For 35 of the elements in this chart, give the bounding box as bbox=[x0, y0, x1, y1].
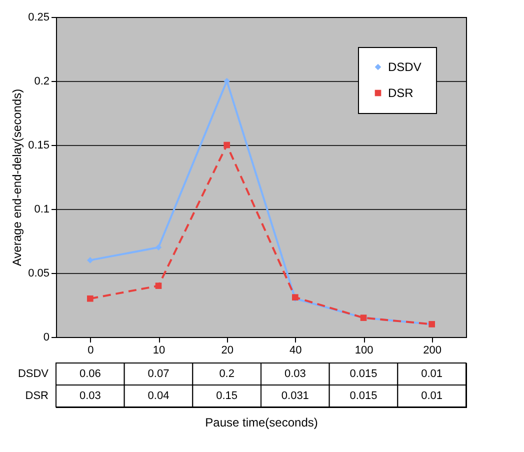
point bbox=[155, 282, 162, 289]
point bbox=[87, 257, 94, 264]
y-tick-label: 0.2 bbox=[34, 76, 50, 88]
x-tick-label: 100 bbox=[354, 344, 374, 356]
y-axis-title: Average end-end-delay(seconds) bbox=[10, 88, 24, 266]
y-tick-label: 0.25 bbox=[28, 12, 50, 24]
y-tick-label: 0.15 bbox=[28, 140, 50, 152]
data-label: 0.15 bbox=[216, 390, 238, 402]
y-tick-label: 0 bbox=[43, 332, 50, 344]
data-label: 0.031 bbox=[281, 390, 309, 402]
x-tick-label: 0 bbox=[88, 344, 94, 356]
x-axis-title: Pause time(seconds) bbox=[205, 416, 318, 430]
legend-label: DSR bbox=[388, 86, 414, 100]
point bbox=[87, 295, 94, 302]
x-tick-label: 10 bbox=[152, 344, 166, 356]
data-label: 0.07 bbox=[148, 368, 170, 380]
data-label: 0.015 bbox=[350, 390, 378, 402]
y-tick-label: 0.1 bbox=[34, 204, 50, 216]
data-label: 0.01 bbox=[421, 368, 443, 380]
data-label: 0.04 bbox=[148, 390, 170, 402]
data-label: 0.03 bbox=[79, 390, 101, 402]
point bbox=[155, 244, 162, 251]
data-label: 0.01 bbox=[421, 390, 443, 402]
data-label: 0.015 bbox=[350, 368, 378, 380]
data-label: 0.2 bbox=[219, 368, 234, 380]
legend-label: DSDV bbox=[388, 60, 422, 74]
text: DSDV bbox=[18, 368, 48, 380]
y-tick-label: 0.05 bbox=[28, 268, 50, 280]
x-tick-label: 20 bbox=[221, 344, 234, 356]
x-tick-label: 200 bbox=[423, 344, 442, 356]
x-tick-label: 40 bbox=[290, 344, 302, 356]
point bbox=[224, 142, 230, 148]
data-label: 0.03 bbox=[284, 368, 306, 380]
text: DSR bbox=[25, 390, 48, 402]
data-label: 0.06 bbox=[79, 368, 101, 380]
